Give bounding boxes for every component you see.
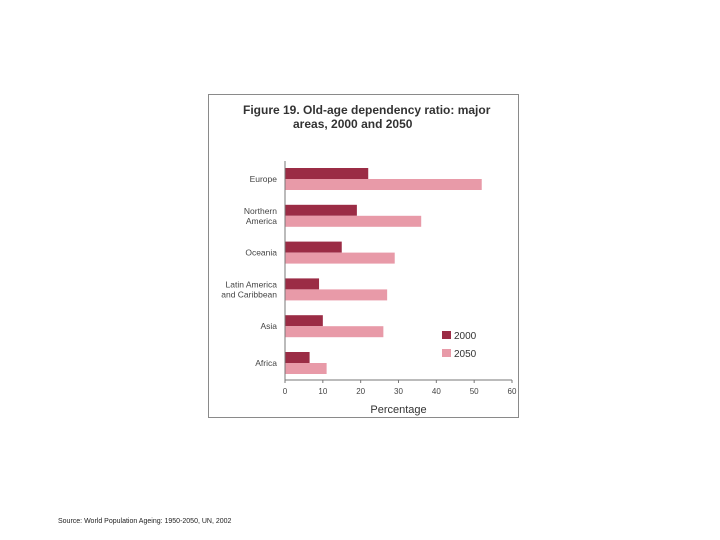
bar-2050	[285, 363, 327, 374]
chart-title: Figure 19. Old-age dependency ratio: maj…	[243, 103, 491, 131]
bar-2000	[285, 241, 342, 253]
bar-2000	[285, 168, 369, 179]
legend-label-2000: 2000	[454, 331, 477, 342]
category-label: America	[246, 216, 277, 226]
chart-figure: Figure 19. Old-age dependency ratio: maj…	[208, 94, 519, 418]
category-label: Africa	[255, 358, 277, 368]
x-tick-label: 40	[432, 387, 441, 396]
legend-swatch-2000	[442, 331, 451, 339]
legend-swatch-2050	[442, 349, 451, 357]
bar-2000	[285, 315, 323, 327]
bars	[285, 168, 482, 374]
bar-2050	[285, 215, 422, 227]
category-label: and Caribbean	[221, 289, 277, 299]
x-tick-label: 0	[283, 387, 288, 396]
legend: 2000 2050	[442, 331, 477, 360]
legend-label-2050: 2050	[454, 349, 477, 360]
bar-2050	[285, 252, 395, 264]
bar-2050	[285, 326, 384, 338]
bar-2000	[285, 204, 357, 216]
category-label: Asia	[260, 321, 277, 331]
chart-title-line-1: Figure 19. Old-age dependency ratio: maj…	[243, 103, 491, 117]
category-label: Europe	[250, 174, 278, 184]
bar-2050	[285, 289, 388, 301]
bar-2000	[285, 278, 320, 290]
category-label: Northern	[244, 206, 277, 216]
category-label: Oceania	[245, 248, 277, 258]
x-tick-label: 50	[470, 387, 479, 396]
bar-2050	[285, 179, 482, 190]
chart-title-line-2: areas, 2000 and 2050	[293, 117, 413, 131]
x-tick-label: 10	[318, 387, 327, 396]
bar-2000	[285, 352, 310, 363]
x-axis-title: Percentage	[370, 404, 426, 416]
x-tick-label: 20	[356, 387, 365, 396]
x-tick-label: 60	[508, 387, 517, 396]
x-axis: 0 10 20 30 40 50 60 Percentage	[283, 161, 517, 416]
source-note: Source: World Population Ageing: 1950-20…	[58, 518, 232, 525]
category-label: Latin America	[226, 279, 278, 289]
x-tick-label: 30	[394, 387, 403, 396]
chart-svg: Figure 19. Old-age dependency ratio: maj…	[221, 103, 517, 416]
